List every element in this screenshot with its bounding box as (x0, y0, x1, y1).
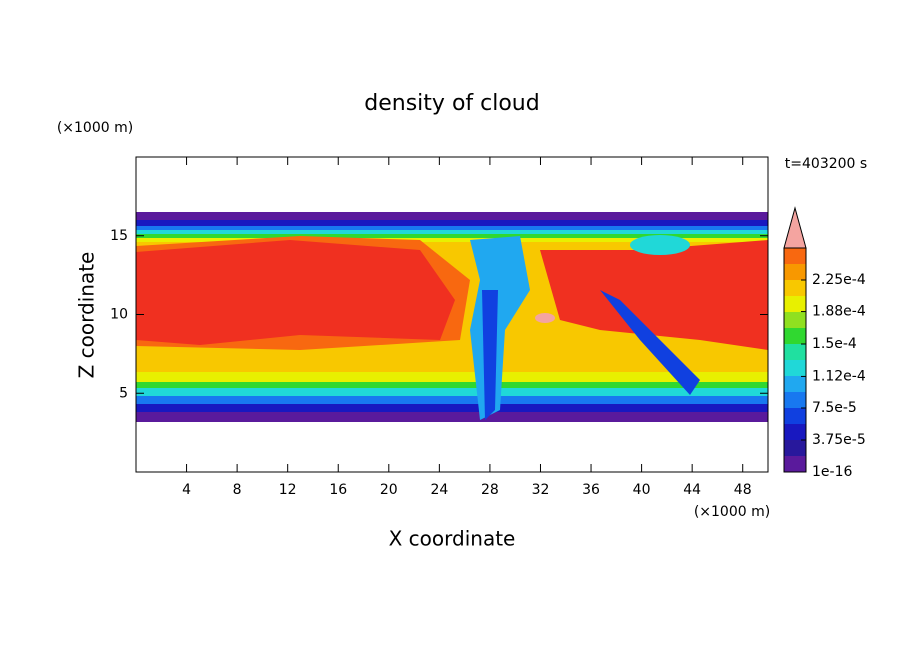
x-tick-label: 36 (582, 482, 600, 498)
colorbar-extend (783, 206, 807, 249)
y-tick-label: 10 (110, 307, 128, 323)
colorbar-tick-label: 1.88e-4 (812, 304, 866, 320)
colorbar-band (784, 328, 806, 344)
x-tick-label: 40 (633, 482, 651, 498)
x-tick-label: 16 (329, 482, 347, 498)
colorbar-band (784, 456, 806, 472)
colorbar-tick-label: 1.5e-4 (812, 336, 857, 352)
colorbar-tick-label: 2.25e-4 (812, 272, 866, 288)
y-unit: (×1000 m) (57, 120, 133, 136)
x-tick-label: 20 (380, 482, 398, 498)
x-axis-label: X coordinate (389, 527, 516, 551)
colorbar-band (784, 376, 806, 392)
colorbar-band (784, 264, 806, 280)
chart-title: density of cloud (364, 91, 539, 116)
x-tick-label: 48 (734, 482, 752, 498)
colorbar-tick-label: 7.5e-5 (812, 400, 857, 416)
y-tick-label: 15 (110, 228, 128, 244)
x-tick-label: 32 (532, 482, 550, 498)
colorbar-band (784, 408, 806, 424)
colorbar-band (784, 312, 806, 328)
y-axis-label: Z coordinate (75, 252, 99, 379)
colorbar-band (784, 392, 806, 408)
colorbar-frame (783, 247, 807, 473)
colorbar-band (784, 360, 806, 376)
contour-field (136, 212, 768, 422)
colorbar-band (784, 280, 806, 296)
colorbar-tick-label: 1e-16 (812, 464, 852, 480)
x-tick-label: 12 (279, 482, 297, 498)
colorbar-tick-label: 3.75e-5 (812, 432, 866, 448)
x-tick-label: 24 (430, 482, 448, 498)
colorbar-band (784, 440, 806, 456)
x-unit: (×1000 m) (694, 504, 770, 520)
x-tick-label: 28 (481, 482, 499, 498)
colorbar-band (784, 424, 806, 440)
x-tick-label: 4 (182, 482, 191, 498)
colorbar-band (784, 344, 806, 360)
x-tick-label: 44 (683, 482, 701, 498)
x-tick-label: 8 (233, 482, 242, 498)
colorbar-band (784, 248, 806, 264)
colorbar-tick-label: 1.12e-4 (812, 368, 866, 384)
colorbar-band (784, 296, 806, 312)
time-label: t=403200 s (785, 156, 867, 172)
y-tick-label: 5 (119, 385, 128, 401)
